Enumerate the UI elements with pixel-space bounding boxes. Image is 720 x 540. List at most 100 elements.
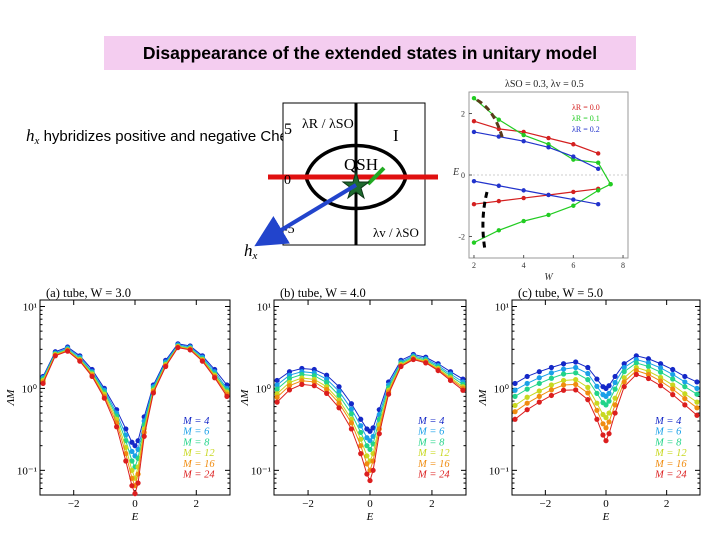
lambda-point bbox=[114, 407, 120, 413]
lambda-point bbox=[224, 382, 230, 388]
lambda-point bbox=[150, 387, 156, 393]
lambda-point bbox=[435, 367, 441, 374]
lambda-point bbox=[89, 373, 95, 380]
lambda-point bbox=[212, 373, 218, 380]
lambda-point bbox=[645, 375, 652, 382]
lambda-point bbox=[460, 381, 466, 387]
energy-series-line bbox=[473, 97, 612, 185]
lambda-point bbox=[536, 399, 542, 405]
energy-point bbox=[496, 228, 502, 233]
lambda-point bbox=[385, 382, 392, 388]
energy-point bbox=[571, 157, 576, 162]
lambda-point bbox=[594, 383, 600, 389]
lambda-y-tick-label: 10⁰ bbox=[256, 383, 272, 395]
energy-x-tick-label: 6 bbox=[571, 261, 575, 270]
lambda-point bbox=[187, 343, 193, 349]
lambda-point bbox=[694, 399, 700, 405]
lambda-point bbox=[585, 377, 591, 383]
lambda-point bbox=[129, 458, 135, 464]
lambda-point bbox=[447, 376, 454, 382]
slide-title: Disappearance of the extended states in … bbox=[142, 42, 598, 63]
lambda-point bbox=[512, 409, 518, 415]
lambda-point bbox=[603, 385, 609, 392]
lambda-point bbox=[336, 384, 342, 390]
lambda-point bbox=[364, 443, 370, 449]
lambda-point bbox=[633, 353, 639, 359]
lambda-point bbox=[123, 444, 129, 451]
lambda-point bbox=[129, 483, 135, 489]
energy-point bbox=[571, 189, 576, 195]
energy-point bbox=[496, 134, 502, 139]
lambda-point bbox=[77, 356, 83, 362]
lambda-point bbox=[358, 429, 364, 436]
lambda-point bbox=[52, 351, 58, 357]
lambda-point bbox=[536, 380, 542, 387]
green-arrow bbox=[366, 166, 386, 186]
lambda-point bbox=[175, 343, 181, 349]
lambda-point bbox=[64, 344, 71, 350]
lambda-point bbox=[299, 371, 305, 378]
lambda-point bbox=[367, 458, 373, 464]
lambda-point bbox=[385, 389, 392, 395]
lambda-point bbox=[603, 438, 609, 444]
lambda-legend-entry: M = 24 bbox=[417, 470, 450, 481]
lambda-point bbox=[199, 356, 206, 363]
lambda-point bbox=[286, 379, 293, 386]
energy-point bbox=[608, 182, 613, 187]
lambda-point bbox=[524, 386, 530, 392]
lambda-point bbox=[141, 426, 147, 432]
lambda-point bbox=[606, 398, 612, 404]
lambda-point bbox=[132, 453, 138, 459]
lambda-point bbox=[123, 426, 129, 432]
lambda-point bbox=[385, 385, 392, 391]
lambda-point bbox=[410, 355, 416, 361]
lambda-point bbox=[163, 362, 169, 369]
lambda-point bbox=[585, 390, 591, 396]
energy-point bbox=[471, 202, 477, 207]
lambda-point bbox=[163, 363, 169, 370]
lambda-point bbox=[410, 354, 416, 360]
lambda-point bbox=[114, 424, 120, 430]
lambda-point bbox=[633, 360, 639, 366]
lambda-point bbox=[370, 467, 376, 473]
lambda-point bbox=[536, 369, 542, 375]
energy-series-line bbox=[473, 131, 599, 170]
lambda-legend-entry: M = 8 bbox=[182, 437, 210, 448]
energy-point bbox=[595, 166, 601, 172]
lambda-point bbox=[274, 382, 280, 388]
energy-legend-entry: λR = 0.1 bbox=[572, 114, 600, 123]
lambda-point bbox=[410, 353, 416, 359]
lambda-point bbox=[89, 371, 95, 377]
lambda-point bbox=[187, 345, 193, 351]
lambda-point bbox=[187, 347, 193, 353]
lambda-point bbox=[621, 375, 627, 381]
lambda-point bbox=[101, 393, 107, 399]
lambda-point bbox=[385, 387, 392, 393]
lambda-point bbox=[141, 418, 147, 424]
lambda-point bbox=[40, 377, 46, 384]
lambda-point bbox=[89, 372, 95, 378]
lambda-point bbox=[150, 390, 156, 396]
lambda-series-line bbox=[514, 366, 698, 419]
lambda-point bbox=[224, 385, 230, 392]
lambda-point bbox=[447, 369, 454, 375]
lambda-point bbox=[398, 357, 404, 363]
lambda-point bbox=[600, 432, 606, 438]
lambda-point bbox=[600, 384, 606, 390]
lambda-series-line bbox=[42, 343, 228, 447]
lambda-point bbox=[670, 366, 676, 373]
lambda-point bbox=[367, 446, 373, 453]
lambda-legend-entry: M = 24 bbox=[654, 470, 687, 481]
lambda-point bbox=[132, 475, 138, 481]
lambda-point bbox=[524, 394, 530, 400]
lambda-point bbox=[132, 464, 138, 470]
lambda-point bbox=[682, 396, 688, 402]
lambda-point bbox=[657, 383, 664, 389]
lambda-point bbox=[299, 381, 305, 387]
lambda-point bbox=[348, 406, 355, 412]
lambda-point bbox=[101, 395, 107, 401]
energy-point bbox=[571, 203, 576, 208]
lambda-point bbox=[682, 402, 688, 408]
lambda-panel-title: (b) tube, W = 4.0 bbox=[280, 286, 366, 300]
